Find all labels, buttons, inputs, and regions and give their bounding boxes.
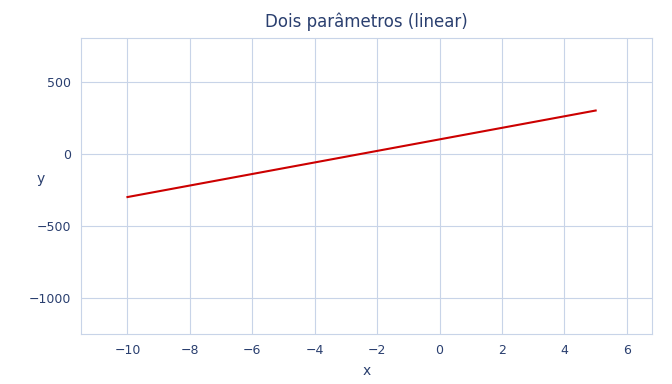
- X-axis label: x: x: [362, 364, 370, 378]
- Title: Dois parâmetros (linear): Dois parâmetros (linear): [265, 13, 468, 31]
- Y-axis label: y: y: [36, 172, 45, 186]
